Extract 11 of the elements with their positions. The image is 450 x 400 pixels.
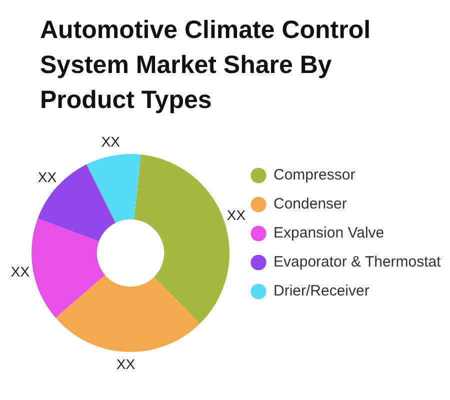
data-label: XX — [10, 264, 30, 280]
legend-label: Compressor — [274, 166, 356, 184]
data-label: XX — [226, 207, 246, 224]
data-label: XX — [101, 134, 121, 150]
legend-label: Evaporator & Thermostat — [274, 254, 442, 271]
data-label: XX — [38, 168, 58, 185]
legend-label: Drier/Receiver — [274, 282, 370, 300]
data-label: XX — [116, 356, 136, 372]
legend-label: Condenser — [274, 196, 347, 213]
legend-label: Expansion Valve — [274, 224, 384, 242]
chart-title: Automotive Climate Control System Market Share By Product Types — [40, 15, 372, 116]
